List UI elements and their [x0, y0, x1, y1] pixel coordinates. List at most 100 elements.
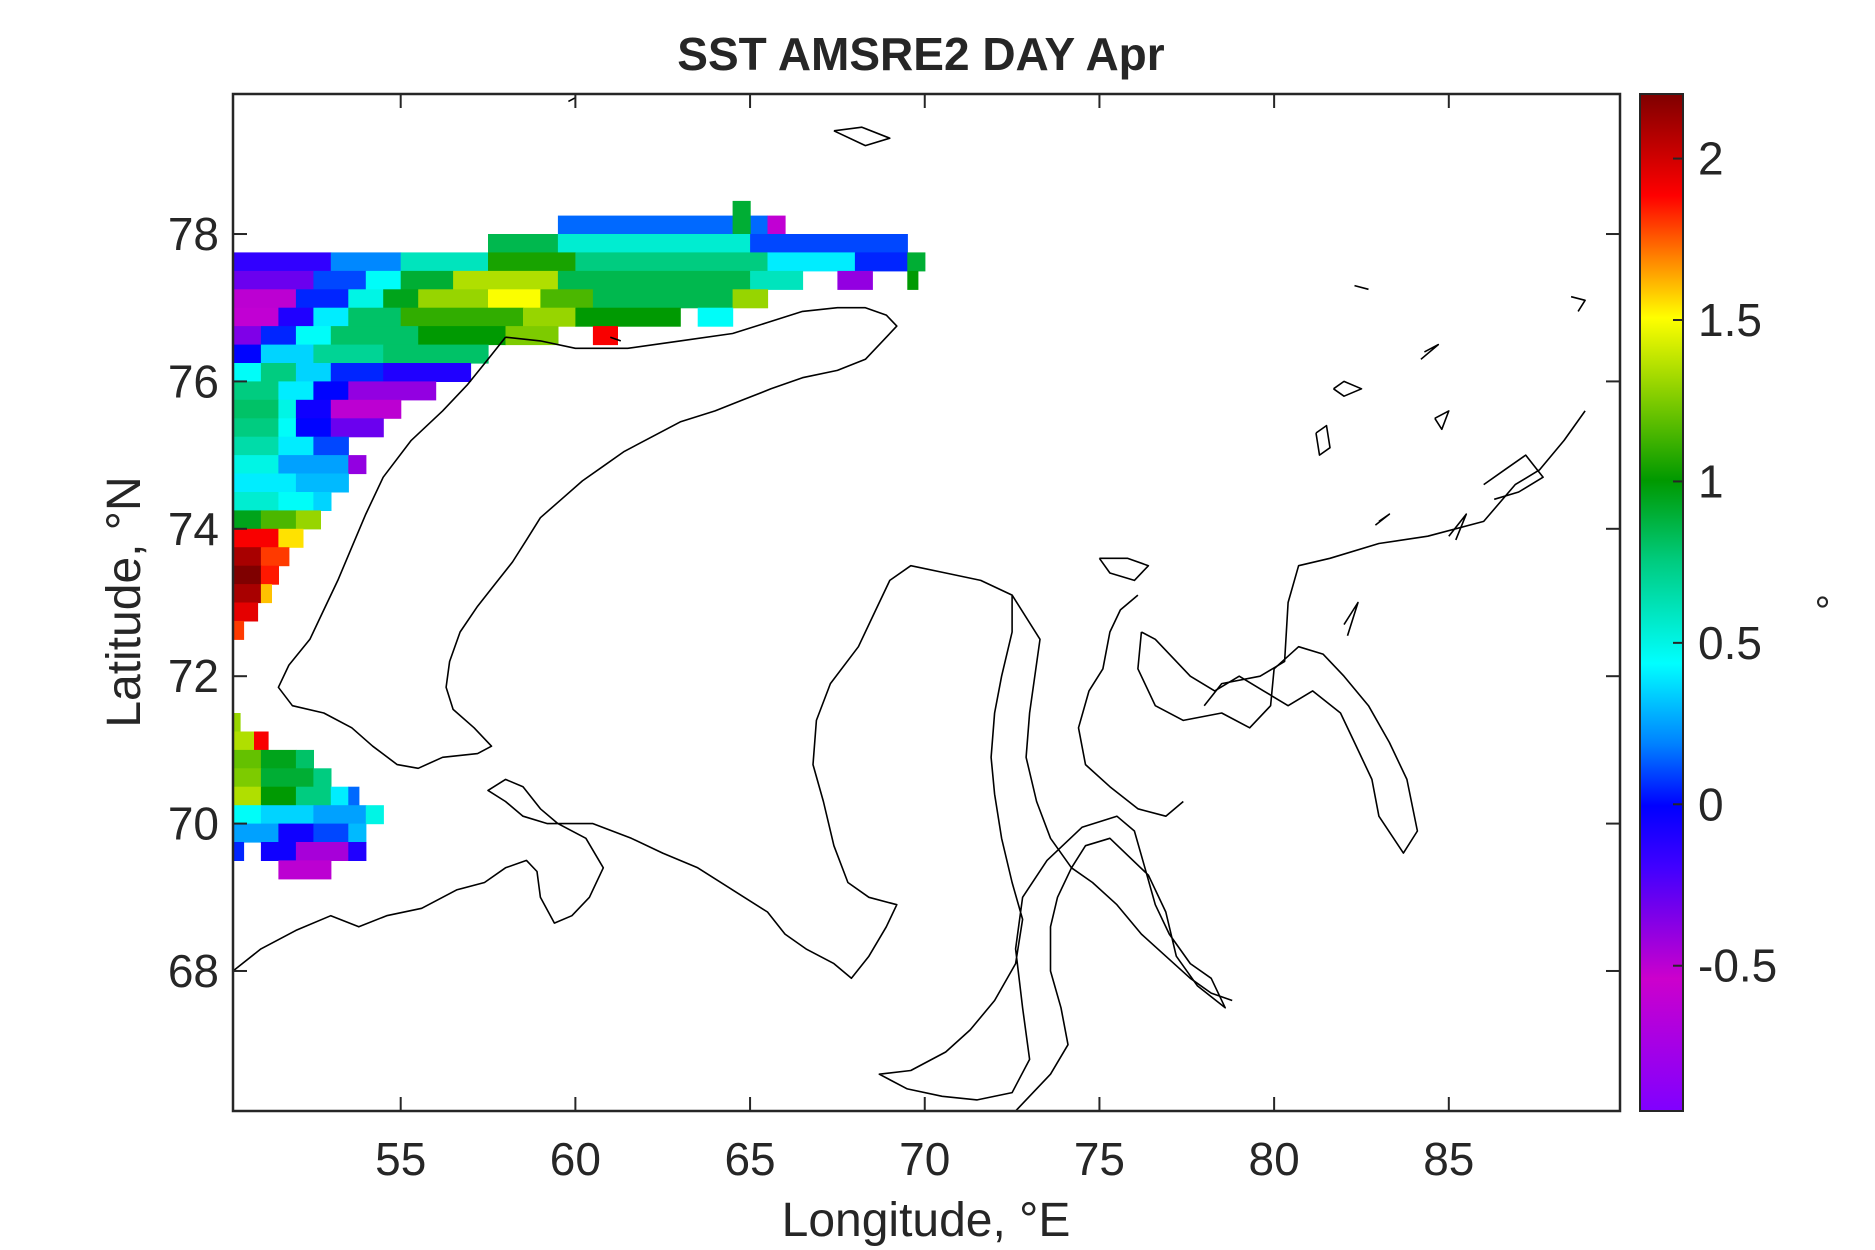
- sst-cell: [488, 289, 541, 309]
- sst-cell: [260, 510, 297, 530]
- sst-cell: [278, 823, 314, 843]
- sst-cell: [295, 510, 321, 530]
- sst-cell: [295, 399, 332, 419]
- coastline-path: [277, 306, 898, 770]
- colorbar-tick-label: -0.5: [1698, 940, 1777, 992]
- sst-cell: [383, 363, 472, 382]
- sst-cell: [313, 823, 349, 843]
- sst-cell: [907, 270, 919, 290]
- sst-cell: [330, 786, 349, 806]
- plot-area: 55 60 65 70 75 80 85 68 70 72 74 76 78: [168, 92, 1622, 1185]
- sst-cell: [233, 289, 297, 309]
- sst-cell: [330, 418, 384, 438]
- x-tick-label: 60: [550, 1133, 601, 1185]
- sst-cell: [233, 584, 262, 604]
- sst-cell: [233, 363, 262, 382]
- sst-cell: [278, 455, 349, 475]
- sst-cell: [233, 252, 332, 272]
- sst-cell: [767, 252, 856, 272]
- coastline-path: [1333, 380, 1363, 397]
- sst-cell: [233, 768, 262, 788]
- sst-cell: [278, 399, 297, 419]
- sst-cell: [278, 436, 314, 456]
- sst-cell: [233, 326, 262, 346]
- sst-cell: [330, 252, 402, 272]
- colorbar: -0.5 0 0.5 1 1.5 2 °: [1639, 93, 1835, 1112]
- colorbar-tick-label: 0.5: [1698, 617, 1762, 669]
- y-axis-ticks: 68 70 72 74 76 78: [168, 208, 1620, 997]
- sst-cell: [233, 381, 279, 401]
- y-tick-label: 72: [168, 650, 219, 702]
- sst-cell: [295, 749, 314, 769]
- sst-cell: [313, 436, 349, 456]
- sst-cell: [233, 510, 262, 530]
- sst-cell: [295, 473, 349, 493]
- y-axis-label: Latitude, °N: [98, 476, 151, 727]
- chart-title: SST AMSRE2 DAY Apr: [677, 28, 1164, 80]
- sst-cell: [418, 289, 489, 309]
- sst-cell: [767, 215, 786, 235]
- sst-cell: [233, 749, 262, 769]
- colorbar-label: °: [1791, 594, 1835, 610]
- coastline-path: [1483, 454, 1544, 501]
- sst-cell: [260, 749, 297, 769]
- coastline-path: [1354, 284, 1369, 291]
- sst-cell: [233, 418, 279, 438]
- sst-cell: [348, 823, 367, 843]
- sst-cell: [278, 860, 332, 880]
- sst-cell: [348, 289, 384, 309]
- sst-cell: [365, 805, 384, 825]
- sst-cell: [313, 344, 384, 364]
- sst-cell: [907, 252, 926, 272]
- coastline-path: [1570, 295, 1586, 312]
- sst-cell: [233, 602, 259, 622]
- coastline-path: [568, 96, 576, 103]
- sst-cell: [233, 528, 279, 548]
- coastline-path: [1098, 557, 1150, 582]
- sst-cell: [233, 344, 262, 364]
- coastline-path: [1448, 513, 1468, 541]
- sst-cell: [505, 326, 559, 346]
- sst-cell: [348, 381, 437, 401]
- sst-cell: [854, 252, 908, 272]
- sst-cell: [233, 270, 314, 290]
- colorbar-tick-label: 2: [1698, 133, 1724, 185]
- sst-cell: [313, 768, 332, 788]
- sst-cell: [260, 326, 297, 346]
- sst-cell: [233, 307, 279, 327]
- sst-cell: [260, 344, 314, 364]
- sst-cell: [295, 289, 349, 309]
- sst-cell: [592, 289, 734, 309]
- y-tick-label: 70: [168, 798, 219, 850]
- sst-cell: [575, 307, 681, 327]
- sst-cell: [260, 363, 297, 382]
- sst-cell: [453, 270, 559, 290]
- sst-cell: [295, 326, 332, 346]
- sst-cell: [488, 234, 559, 253]
- sst-cell: [233, 805, 262, 825]
- sst-cell: [260, 805, 314, 825]
- plot-frame: [231, 92, 1622, 1113]
- sst-cell: [400, 252, 489, 272]
- sst-cells: [233, 200, 926, 880]
- sst-cell: [260, 547, 290, 567]
- sst-cell: [278, 307, 314, 327]
- coastline-path: [1011, 594, 1233, 1002]
- sst-cell: [233, 731, 255, 751]
- sst-cell: [260, 584, 272, 604]
- sst-cell: [418, 326, 507, 346]
- sst-cell: [313, 492, 332, 511]
- coastline-path: [1420, 343, 1440, 360]
- x-tick-label: 75: [1074, 1133, 1125, 1185]
- colorbar-tick-label: 1: [1698, 455, 1724, 507]
- sst-cell: [313, 805, 367, 825]
- y-tick-label: 68: [168, 945, 219, 997]
- sst-cell: [260, 786, 297, 806]
- sst-cell: [260, 768, 314, 788]
- x-axis-ticks: 55 60 65 70 75 80 85: [375, 94, 1474, 1185]
- x-tick-label: 85: [1423, 1133, 1474, 1185]
- sst-cell: [233, 713, 241, 732]
- sst-cell: [278, 381, 314, 401]
- sst-cell: [233, 399, 279, 419]
- sst-cell: [295, 418, 332, 438]
